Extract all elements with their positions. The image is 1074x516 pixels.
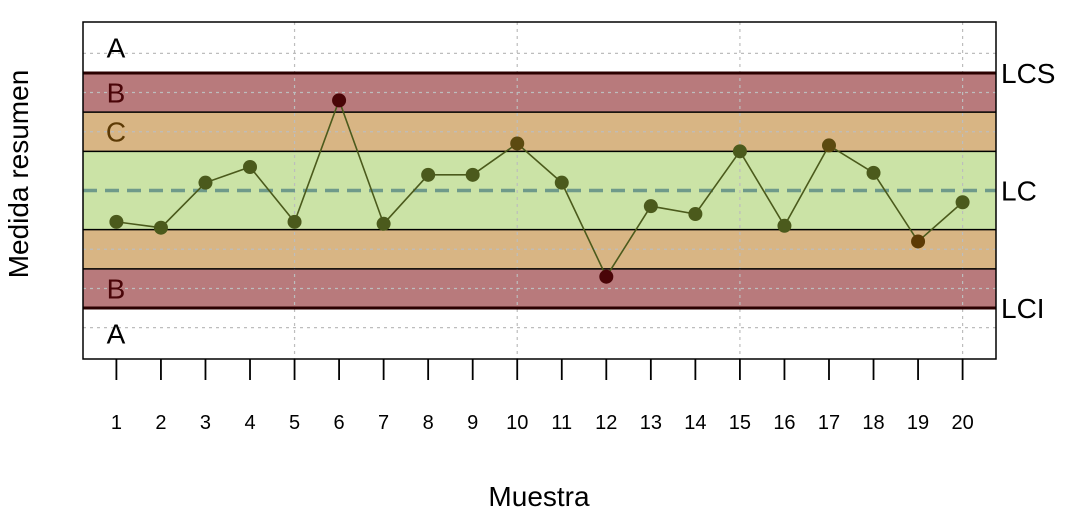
x-tick-label: 15 [729, 412, 751, 434]
x-tick-label: 5 [289, 412, 300, 434]
x-tick-label: 20 [951, 412, 973, 434]
data-point [777, 218, 792, 233]
data-point [599, 269, 614, 284]
limit-label-lc: LC [1001, 176, 1037, 207]
limit-labels: LCS LC LCI [1001, 58, 1055, 324]
x-tick-label: 12 [595, 412, 617, 434]
x-tick-label: 1 [111, 412, 122, 434]
x-tick-label: 18 [862, 412, 884, 434]
data-point [866, 165, 881, 180]
y-axis-title: Medida resumen [3, 70, 34, 279]
data-point [688, 207, 703, 222]
x-tick-label: 11 [551, 412, 572, 434]
data-point [955, 195, 970, 210]
data-point [554, 175, 569, 190]
x-axis-title: Muestra [488, 481, 590, 512]
x-tick-label: 7 [378, 412, 389, 434]
zone-a-lower [83, 308, 996, 359]
data-point [821, 138, 836, 153]
data-point [465, 167, 480, 182]
data-series [109, 93, 970, 284]
plot-frame [82, 21, 997, 360]
data-point [243, 159, 258, 174]
limit-label-lci: LCI [1001, 293, 1045, 324]
data-point [643, 199, 658, 214]
grid-lines [83, 22, 996, 359]
zone-letter-b: B [107, 273, 126, 304]
zone-letter-a: A [107, 319, 126, 350]
x-tick-label: 13 [640, 412, 662, 434]
zone-letter-a: A [107, 32, 126, 63]
series-line [116, 98, 964, 279]
data-point [732, 144, 747, 159]
zone-letter-c: C [106, 117, 126, 148]
x-tick-label: 14 [684, 412, 706, 434]
x-tick-label: 10 [506, 412, 528, 434]
x-tick-label: 8 [423, 412, 434, 434]
x-tick-label: 6 [334, 412, 345, 434]
x-tick-label: 16 [773, 412, 795, 434]
data-point [911, 234, 926, 249]
x-tick-label: 9 [467, 412, 478, 434]
zone-a-upper [83, 22, 996, 73]
data-point [153, 220, 168, 235]
x-tick-label: 3 [200, 412, 211, 434]
data-point [376, 216, 391, 231]
zone-boundaries [83, 71, 996, 310]
x-tick-label: 4 [244, 412, 255, 434]
x-tick-label: 2 [155, 412, 166, 434]
data-point [287, 214, 302, 229]
zone-letter-b: B [107, 78, 126, 109]
data-point [109, 214, 124, 229]
data-point [198, 175, 213, 190]
data-point [421, 167, 436, 182]
data-point [332, 93, 347, 108]
limit-label-lcs: LCS [1001, 58, 1055, 89]
x-tick-label: 17 [818, 412, 840, 434]
x-axis: 1 2 3 4 5 6 7 8 9 10 11 12 13 14 15 16 17 18 19 20 [111, 359, 974, 434]
data-point [510, 136, 525, 151]
x-tick-label: 19 [907, 412, 929, 434]
